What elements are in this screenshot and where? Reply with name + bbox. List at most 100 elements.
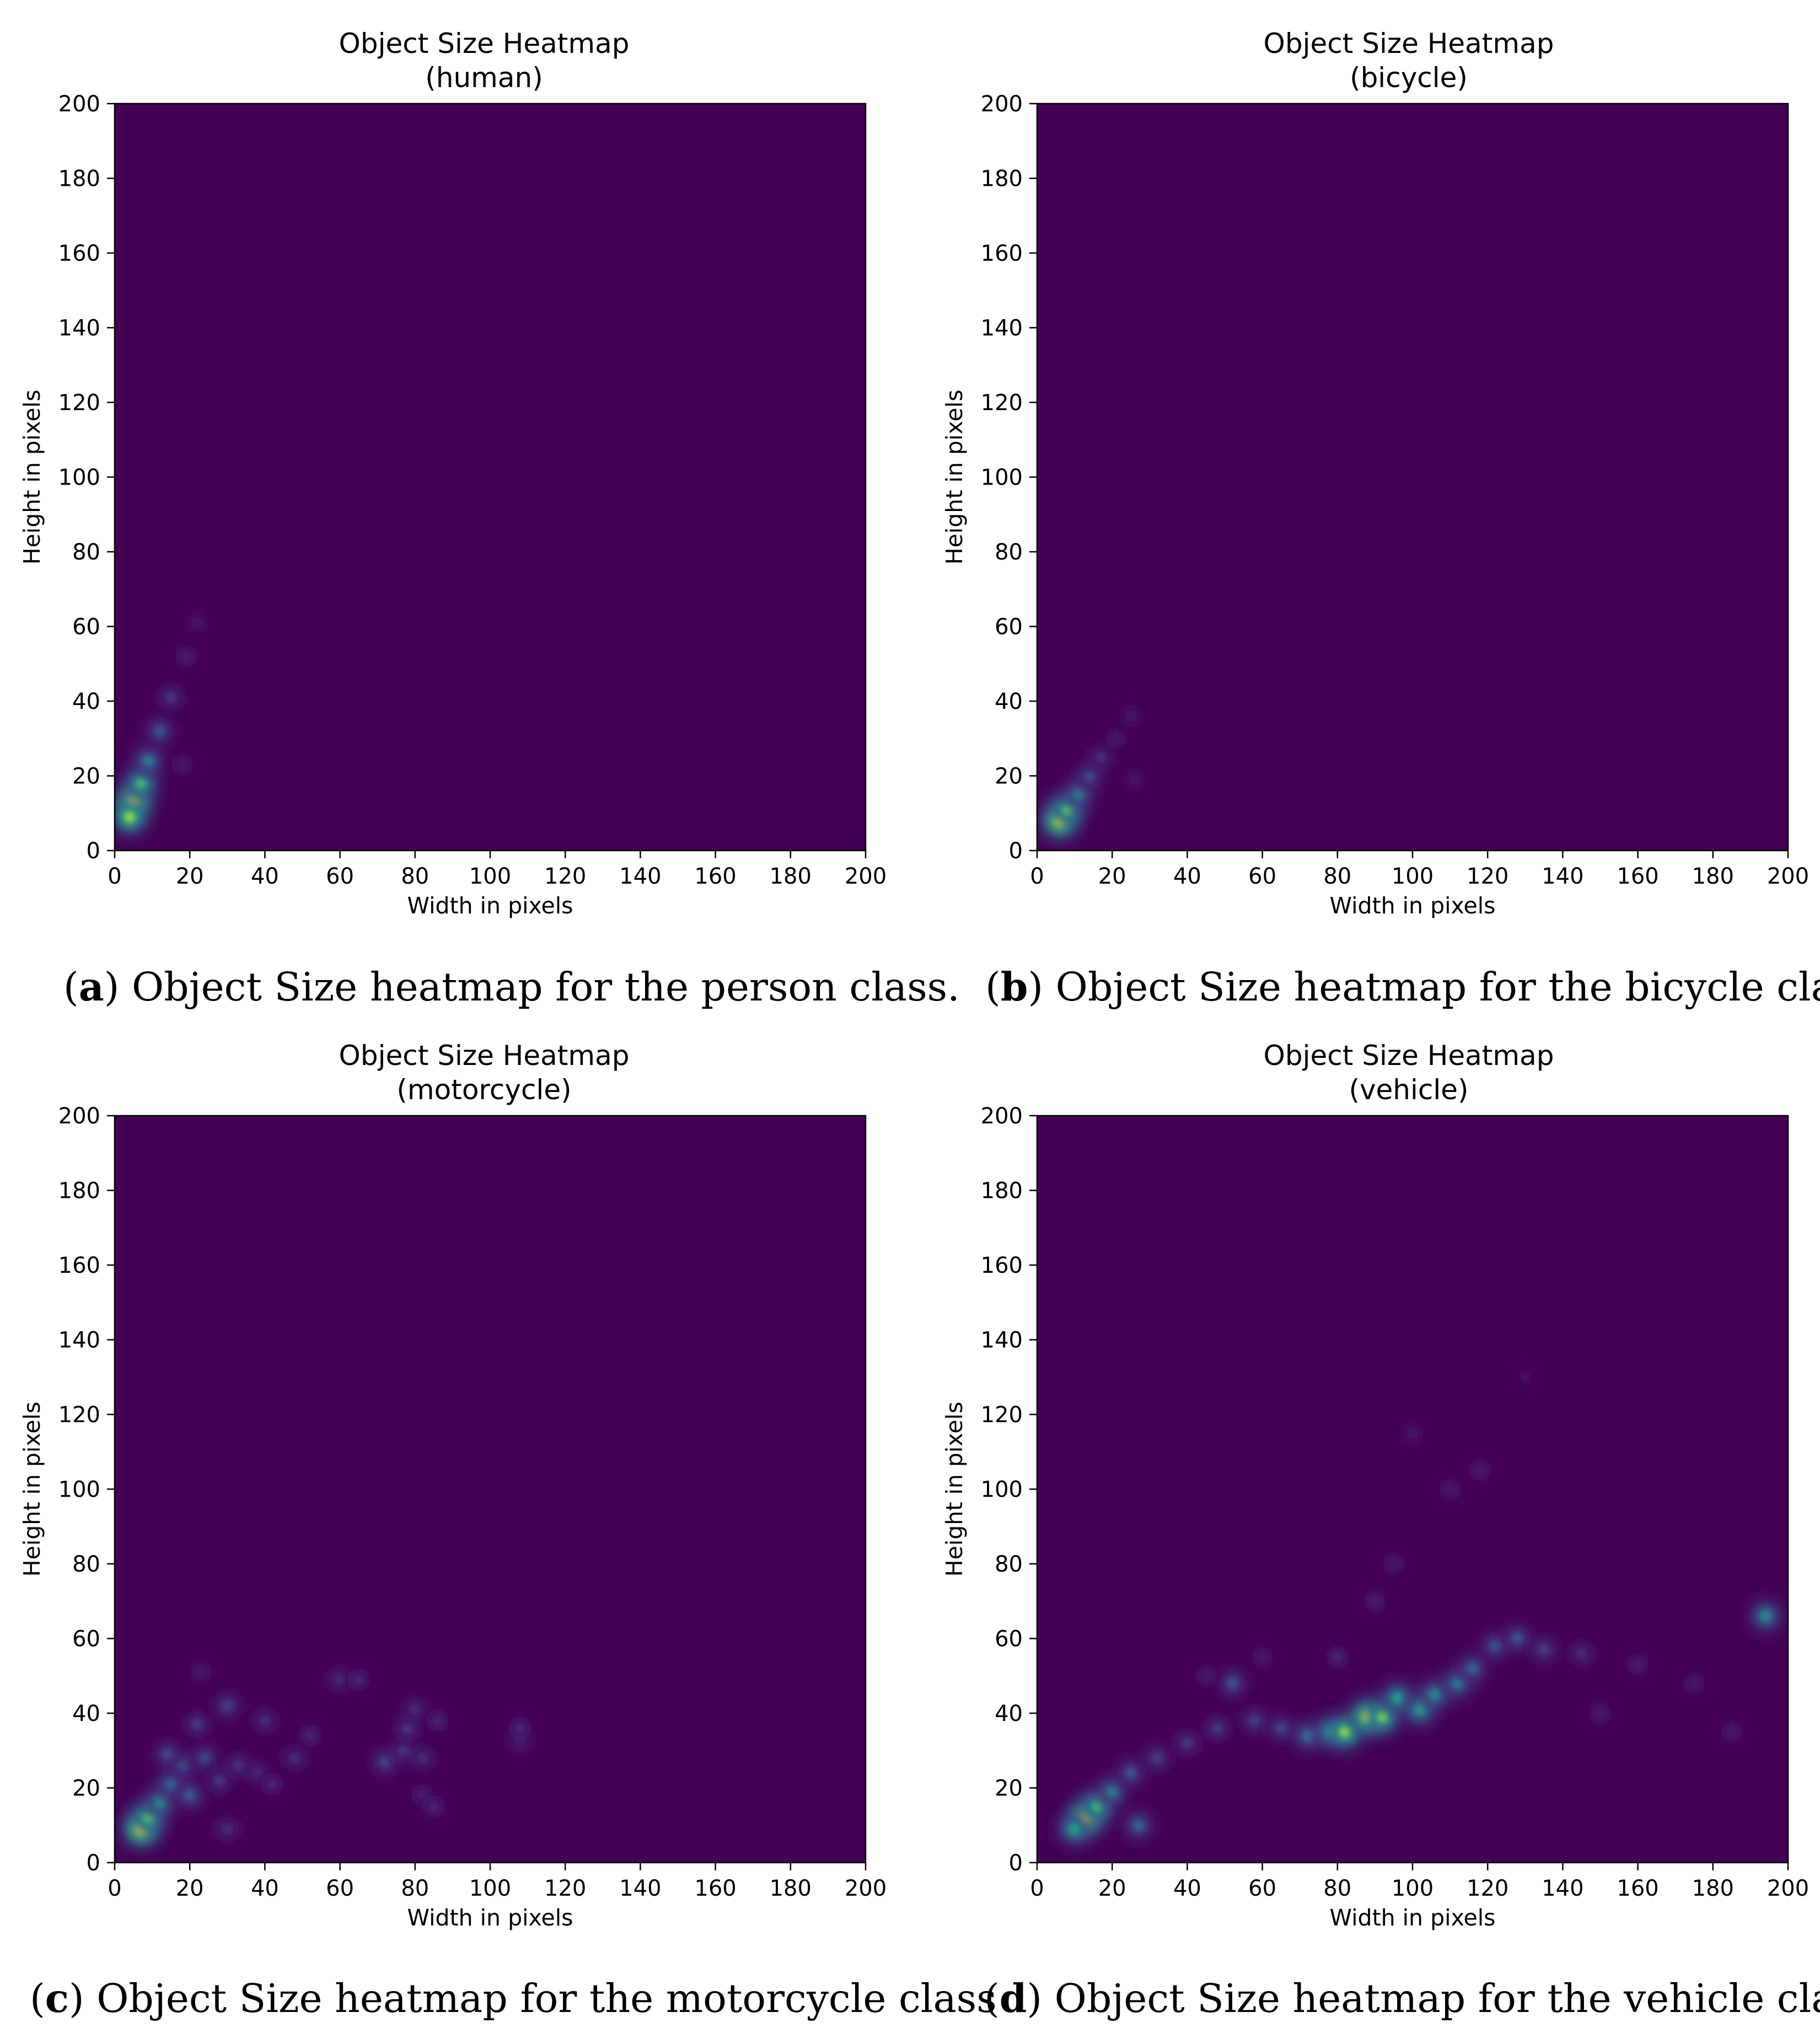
x-tick-label: 200 [1767, 1876, 1809, 1901]
y-tick-label: 20 [72, 1776, 100, 1801]
caption-text: Object Size heatmap for the person class… [119, 964, 959, 1010]
y-tick-label: 160 [981, 1253, 1023, 1278]
x-axis-label: Width in pixels [1330, 892, 1496, 919]
heatmap-cell-layer [143, 1812, 154, 1823]
caption-letter: a [79, 964, 104, 1010]
heatmap-cell-layer [167, 693, 175, 701]
y-tick-label: 180 [58, 1179, 100, 1204]
heatmap-cell [1119, 704, 1143, 728]
y-tick-label: 100 [981, 1477, 1023, 1503]
subfigure-caption: (a) Object Size heatmap for the person c… [63, 964, 960, 1010]
chart-subtitle: (human) [425, 62, 543, 94]
y-tick-label: 160 [58, 1253, 100, 1278]
y-tick-label: 20 [995, 764, 1023, 789]
heatmap-cell-layer [155, 1798, 164, 1807]
heatmap-cell-layer [404, 1724, 411, 1732]
heatmap-cell-layer [1202, 1672, 1210, 1680]
heatmap-cell-layer [1074, 790, 1083, 799]
heatmap-cell-layer [1761, 1611, 1770, 1621]
chart-title: Object Size Heatmap [339, 1040, 630, 1072]
heatmap-cell-layer [355, 1676, 363, 1683]
heatmap-cell-layer [1303, 1731, 1312, 1740]
heatmap-cell-layer [1491, 1642, 1500, 1650]
heatmap-cell [1569, 1641, 1594, 1666]
heatmap-cell-layer [1334, 1653, 1341, 1661]
heatmap-cell-layer [1259, 1654, 1266, 1661]
heatmap-cell [158, 685, 184, 711]
heatmap-cell [425, 1708, 450, 1733]
x-tick-label: 160 [1617, 864, 1658, 889]
heatmap-background [115, 1116, 866, 1863]
x-tick-label: 160 [694, 1876, 736, 1901]
heatmap-cell-layer [1597, 1709, 1604, 1717]
x-tick-label: 80 [401, 1876, 429, 1901]
heatmap-cell-layer [517, 1724, 524, 1732]
heatmap-cell [1382, 1552, 1406, 1576]
heatmap-cell-layer [1390, 1560, 1398, 1568]
y-tick-label: 180 [981, 1179, 1023, 1204]
y-tick-label: 80 [72, 540, 100, 565]
x-tick-label: 20 [176, 864, 204, 889]
y-tick-label: 120 [58, 1402, 100, 1428]
heatmap-cell [1124, 1811, 1153, 1839]
heatmap-cell-layer [1522, 1374, 1529, 1381]
caption-letter: c [45, 1975, 69, 2021]
caption-text: Object Size heatmap for the motorcycle c… [84, 1976, 997, 2021]
heatmap-cell-layer [1086, 772, 1094, 780]
heatmap-cell-layer [434, 1717, 442, 1725]
heatmap-cell [226, 1753, 251, 1778]
heatmap-cell [154, 1741, 181, 1768]
heatmap-cell-layer [1409, 1429, 1416, 1437]
caption-text: Object Size heatmap for the bicycle clas… [1043, 964, 1820, 1010]
heatmap-cell [252, 1708, 277, 1733]
heatmap-cell [170, 752, 195, 777]
heatmap-cell-layer [1251, 1717, 1259, 1725]
chart-subtitle: (bicycle) [1350, 62, 1468, 94]
heatmap-cell [410, 1745, 435, 1771]
heatmap-cell-layer [269, 1780, 276, 1788]
heatmap-cell-layer [1477, 1467, 1484, 1474]
y-tick-label: 160 [981, 241, 1023, 266]
heatmap-cell-layer [1062, 804, 1072, 815]
y-tick-label: 180 [58, 166, 100, 192]
y-tick-label: 0 [1009, 838, 1023, 864]
heatmap-cell [1194, 1664, 1218, 1688]
y-tick-label: 20 [995, 1776, 1023, 1801]
y-tick-label: 40 [72, 1701, 100, 1726]
y-tick-label: 140 [58, 316, 100, 341]
heatmap-density [1040, 704, 1147, 840]
heatmap-cell-layer [418, 1754, 427, 1762]
heatmap-cell-layer [254, 1769, 261, 1777]
y-tick-label: 140 [981, 1328, 1023, 1353]
heatmap-cell [1420, 1679, 1451, 1710]
y-tick-label: 200 [58, 1104, 100, 1129]
heatmap-cell-layer [1153, 1754, 1161, 1762]
heatmap-cell-layer [1131, 776, 1139, 783]
heatmap-cell-layer [1393, 1693, 1403, 1703]
y-tick-label: 140 [58, 1328, 100, 1353]
x-tick-label: 180 [1692, 864, 1734, 889]
heatmap-cell [1682, 1671, 1706, 1696]
heatmap-cell-layer [194, 619, 201, 626]
subfigure-caption: (c) Object Size heatmap for the motorcyc… [30, 1975, 997, 2021]
heatmap-cell-layer [291, 1754, 299, 1762]
heatmap-panel-a: Object Size Heatmap(human) 0 20 40 60 80 100 12… [19, 28, 960, 1010]
heatmap-cell [1363, 1589, 1387, 1613]
x-tick-label: 100 [1392, 1876, 1434, 1901]
heatmap-cell [402, 1697, 428, 1722]
x-tick-label: 0 [108, 864, 121, 889]
subfigure-caption: (b) Object Size heatmap for the bicycle … [985, 964, 1820, 1010]
heatmap-cell [185, 611, 209, 634]
heatmap-cell-layer [1513, 1634, 1522, 1643]
x-axis-label: Width in pixels [407, 1904, 573, 1931]
heatmap-cell-layer [1228, 1679, 1237, 1687]
y-tick-label: 80 [995, 1552, 1023, 1577]
caption-text: Object Size heatmap for the vehicle clas… [1042, 1976, 1820, 2021]
heatmap-cell-layer [1183, 1739, 1191, 1747]
heatmap-cell [1438, 1477, 1462, 1501]
y-axis-label: Height in pixels [941, 390, 968, 564]
x-tick-label: 40 [251, 864, 279, 889]
heatmap-cell [1513, 1365, 1537, 1389]
y-tick-label: 200 [58, 92, 100, 117]
heatmap-cell [346, 1667, 371, 1692]
